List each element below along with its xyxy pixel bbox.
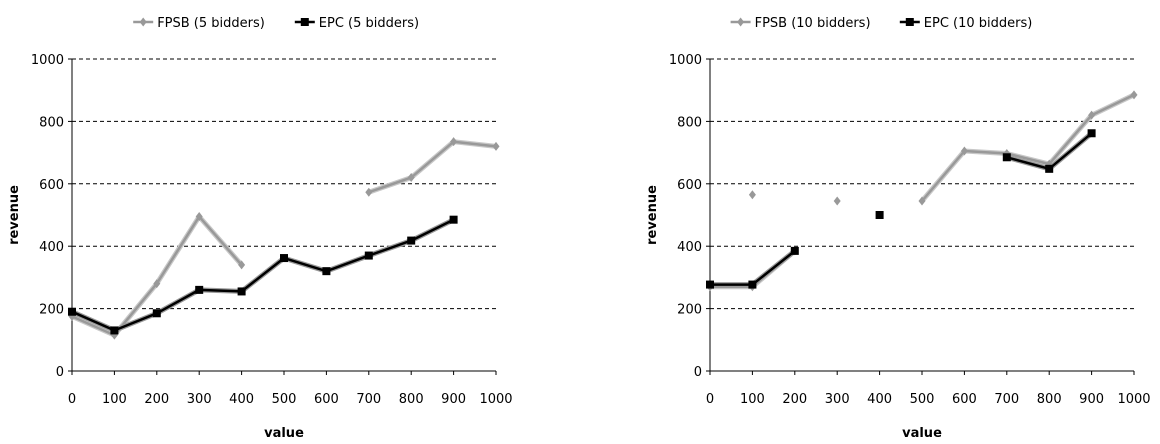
y-tick-label: 800 [39, 115, 64, 130]
series-line-shadow [710, 248, 797, 288]
y-tick-label: 200 [677, 303, 702, 318]
chart-10-bidders: 0 200 400 600 800 1000 0 100 200 300 400 500 600 700 8… [645, 16, 1151, 441]
legend: FPSB (5 bidders) EPC (5 bidders) [133, 16, 419, 31]
data-point [960, 146, 968, 156]
x-tick-label: 800 [399, 392, 424, 407]
x-tick-label: 300 [825, 392, 850, 407]
y-axis-label: revenue [645, 185, 660, 245]
series-square [68, 215, 458, 335]
data-point [195, 212, 203, 222]
series-line [710, 249, 796, 286]
data-point [407, 173, 415, 183]
data-point [790, 246, 799, 255]
data-point [833, 196, 841, 206]
x-axis-label: value [264, 426, 304, 441]
data-point [450, 137, 458, 147]
x-axis-label: value [902, 426, 942, 441]
x-tick-label: 0 [68, 392, 76, 407]
y-tick-label: 800 [677, 115, 702, 130]
x-tick-label: 500 [910, 392, 935, 407]
y-tick-label: 200 [39, 303, 64, 318]
data-point [875, 211, 884, 219]
legend-label: EPC (10 bidders) [924, 16, 1033, 31]
data-point [68, 307, 76, 316]
x-tick-label: 300 [187, 392, 212, 407]
legend-marker [139, 17, 147, 27]
data-point [195, 285, 204, 294]
data-point [449, 215, 458, 224]
x-tick-label: 1000 [1117, 392, 1150, 407]
data-point [365, 187, 373, 197]
series-line [368, 140, 497, 194]
legend-marker [905, 18, 914, 26]
y-tick-label: 600 [677, 178, 702, 193]
data-point [748, 190, 756, 200]
y-tick-label: 600 [39, 178, 64, 193]
y-tick-label: 1000 [31, 53, 64, 68]
data-point [280, 254, 288, 263]
data-point [238, 260, 246, 270]
x-tick-label: 900 [441, 392, 466, 407]
data-point [110, 326, 119, 335]
x-tick-label: 1000 [479, 392, 512, 407]
series-line [71, 215, 243, 337]
data-point [153, 279, 161, 289]
x-tick-label: 600 [314, 392, 339, 407]
chart-5-bidders: 0 200 400 600 800 1000 0 100 200 300 400 500 600 700 8… [7, 16, 513, 441]
legend-marker [300, 18, 309, 26]
x-tick-label: 100 [102, 392, 127, 407]
y-tick-label: 400 [677, 240, 702, 255]
series-line [921, 93, 1135, 202]
x-tick-label: 700 [356, 392, 381, 407]
data-point [237, 287, 246, 296]
data-point [706, 280, 714, 289]
data-point [1002, 153, 1011, 162]
series-square [706, 129, 1096, 289]
x-tick-label: 100 [740, 392, 765, 407]
legend-label: EPC (5 bidders) [319, 16, 419, 31]
x-tick-label: 600 [952, 392, 977, 407]
legend-label: FPSB (5 bidders) [157, 16, 265, 31]
y-tick-label: 400 [39, 240, 64, 255]
legend: FPSB (10 bidders) EPC (10 bidders) [730, 16, 1033, 31]
x-tick-label: 400 [867, 392, 892, 407]
data-point [407, 236, 416, 245]
y-axis-label: revenue [7, 185, 22, 245]
data-point [492, 141, 500, 151]
x-tick-label: 0 [706, 392, 714, 407]
data-point [918, 196, 926, 206]
y-tick-label: 1000 [669, 53, 702, 68]
data-point [364, 251, 373, 260]
x-tick-label: 500 [272, 392, 297, 407]
legend-label: FPSB (10 bidders) [755, 16, 871, 31]
data-point [1088, 110, 1096, 120]
series-line [71, 218, 455, 332]
x-tick-label: 400 [229, 392, 254, 407]
x-tick-label: 900 [1079, 392, 1104, 407]
x-tick-label: 800 [1037, 392, 1062, 407]
data-point [1045, 164, 1054, 173]
data-point [152, 309, 161, 318]
data-point [1087, 129, 1096, 138]
series-diamond [706, 90, 1138, 292]
y-tick-label: 0 [56, 365, 64, 380]
x-tick-label: 200 [782, 392, 807, 407]
y-tick-label: 0 [694, 365, 702, 380]
legend-marker [737, 17, 745, 27]
x-tick-label: 200 [144, 392, 169, 407]
x-tick-label: 700 [994, 392, 1019, 407]
data-point [748, 280, 757, 289]
series-diamond [68, 137, 500, 340]
data-point [322, 267, 331, 276]
data-point [1130, 90, 1138, 100]
